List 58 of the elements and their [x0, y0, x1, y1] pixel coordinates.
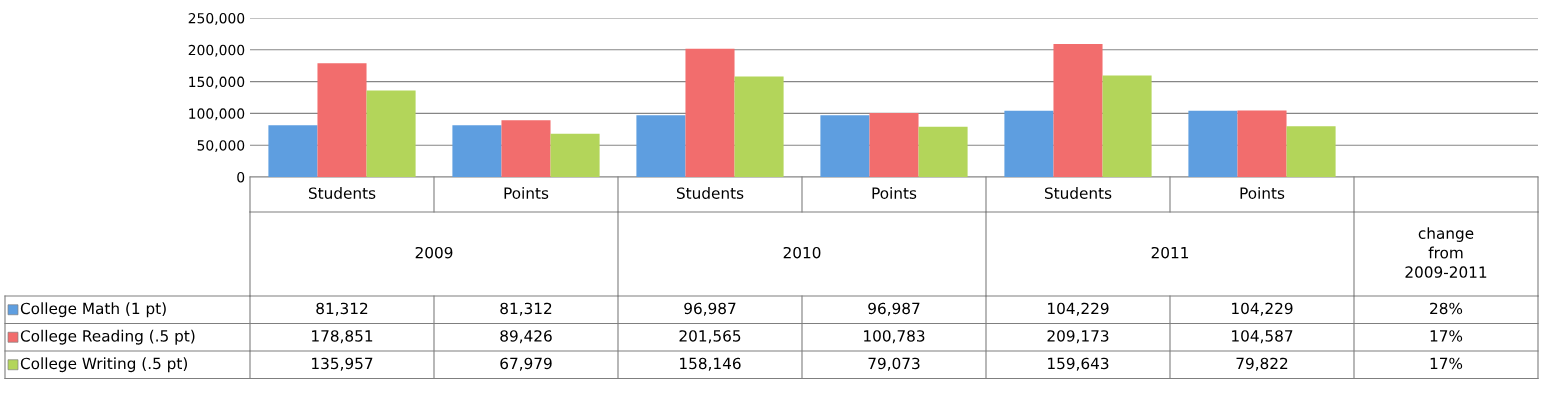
- data-label: 104,587: [1232, 330, 1293, 344]
- bar: [734, 76, 784, 177]
- data-label: 28%: [1430, 302, 1463, 315]
- data-label: 89,426: [500, 330, 552, 344]
- bar: [1188, 110, 1238, 177]
- bar: [1102, 75, 1152, 177]
- y-tick-label: 50,000: [197, 140, 245, 153]
- data-label: 96,987: [684, 302, 736, 316]
- x-tick-label: Students: [308, 187, 376, 199]
- data-label: 17%: [1430, 357, 1463, 370]
- data-label: 201,565: [679, 330, 741, 344]
- legend-label: College Writing (.5 pt): [20, 357, 187, 373]
- bar: [636, 115, 686, 177]
- bar: [366, 90, 416, 177]
- data-label: 158,146: [680, 357, 741, 371]
- text: 2010: [783, 246, 821, 259]
- y-tick-label: 150,000: [189, 76, 245, 89]
- text: 2009: [415, 246, 453, 259]
- data-label: 79,822: [1236, 357, 1288, 371]
- bar: [452, 125, 502, 177]
- data-label: 209,173: [1047, 330, 1109, 344]
- bar: [268, 125, 318, 177]
- data-label: 81,312: [500, 302, 552, 316]
- bar: [1004, 110, 1054, 177]
- data-label: 81,312: [316, 302, 368, 316]
- legend-label: College Reading (.5 pt): [20, 329, 195, 345]
- x-tick-label: Points: [504, 187, 549, 199]
- data-label: 17%: [1430, 330, 1463, 342]
- y-tick-label: 250,000: [188, 12, 245, 25]
- bar: [869, 112, 919, 177]
- bar: [1237, 110, 1287, 177]
- data-label: 104,229: [1232, 302, 1293, 316]
- bar: [820, 115, 870, 177]
- text: change from 2009-2011: [1405, 227, 1487, 278]
- bar: [685, 48, 735, 177]
- bar: [501, 120, 551, 177]
- data-label: 79,073: [868, 357, 920, 371]
- x-tick-label: Students: [676, 187, 744, 199]
- y-tick-label: 0: [237, 171, 245, 183]
- bar: [1286, 126, 1336, 177]
- y-tick-label: 100,000: [189, 108, 245, 121]
- data-label: 135,957: [312, 357, 373, 371]
- data-label: 159,643: [1048, 357, 1109, 371]
- data-label: 100,783: [864, 330, 925, 344]
- data-label: 67,979: [500, 357, 552, 371]
- bar: [1053, 43, 1103, 177]
- y-tick-label: 200,000: [188, 44, 245, 57]
- bar: [918, 126, 968, 177]
- text: 2011: [1151, 246, 1189, 259]
- data-label: 104,229: [1048, 302, 1109, 316]
- data-label: 96,987: [868, 302, 920, 316]
- x-tick-label: Points: [872, 187, 917, 199]
- legend-label: College Math (1 pt): [20, 302, 166, 318]
- data-label: 178,851: [312, 330, 373, 344]
- bar: [550, 133, 600, 177]
- bar: [317, 63, 367, 177]
- x-tick-label: Students: [1044, 187, 1112, 199]
- x-tick-label: Points: [1240, 187, 1285, 199]
